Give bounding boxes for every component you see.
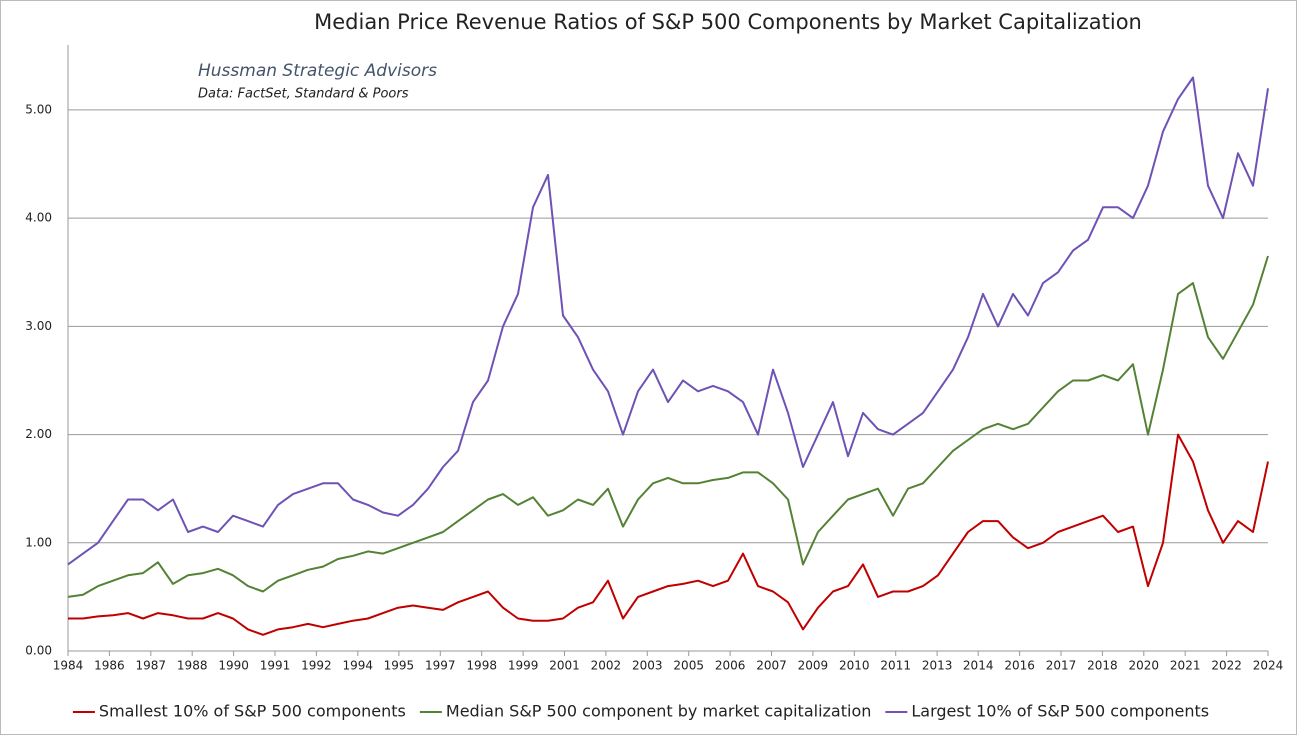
x-tick-label: 2002 [591, 659, 622, 673]
x-tick-label: 2018 [1087, 659, 1118, 673]
x-tick-label: 1997 [425, 659, 456, 673]
x-tick-label: 1998 [466, 659, 497, 673]
x-tick-label: 2010 [839, 659, 870, 673]
y-tick-label: 5.00 [25, 102, 52, 116]
x-tick-label: 2022 [1211, 659, 1242, 673]
legend-label: Largest 10% of S&P 500 components [911, 702, 1209, 721]
x-tick-label: 2021 [1170, 659, 1201, 673]
y-tick-label: 3.00 [25, 319, 52, 333]
x-tick-label: 1991 [260, 659, 291, 673]
x-tick-label: 1990 [218, 659, 249, 673]
x-tick-label: 2006 [715, 659, 746, 673]
chart-title: Median Price Revenue Ratios of S&P 500 C… [314, 10, 1142, 34]
x-tick-label: 2009 [798, 659, 829, 673]
x-tick-label: 2016 [1004, 659, 1035, 673]
series-line [67, 255, 1269, 598]
y-tick-label: 0.00 [25, 644, 52, 658]
x-tick-label: 2003 [632, 659, 663, 673]
x-tick-label: 1994 [343, 659, 374, 673]
x-tick-label: 1988 [177, 659, 208, 673]
legend-label: Smallest 10% of S&P 500 components [99, 702, 406, 721]
x-tick-label: 2001 [549, 659, 580, 673]
x-tick-label: 2014 [963, 659, 994, 673]
series-line [68, 433, 1269, 636]
x-tick-label: 1984 [53, 659, 84, 673]
x-tick-label: 1999 [508, 659, 539, 673]
y-tick-label: 2.00 [25, 427, 52, 441]
series-line [67, 76, 1269, 566]
y-tick-label: 1.00 [25, 535, 52, 549]
annotation: Data: FactSet, Standard & Poors [198, 87, 409, 102]
x-tick-label: 2011 [880, 659, 911, 673]
x-tick-label: 2017 [1046, 659, 1077, 673]
x-tick-label: 1992 [301, 659, 332, 673]
x-tick-label: 1986 [94, 659, 125, 673]
legend-label: Median S&P 500 component by market capit… [446, 702, 871, 721]
x-tick-label: 1995 [384, 659, 415, 673]
annotation: Hussman Strategic Advisors [198, 61, 437, 81]
x-tick-label: 2013 [922, 659, 953, 673]
x-tick-label: 2024 [1253, 659, 1284, 673]
x-tick-label: 2005 [673, 659, 704, 673]
x-tick-label: 2020 [1129, 659, 1160, 673]
x-tick-label: 1987 [136, 659, 167, 673]
y-tick-label: 4.00 [25, 211, 52, 225]
x-tick-label: 2007 [756, 659, 787, 673]
